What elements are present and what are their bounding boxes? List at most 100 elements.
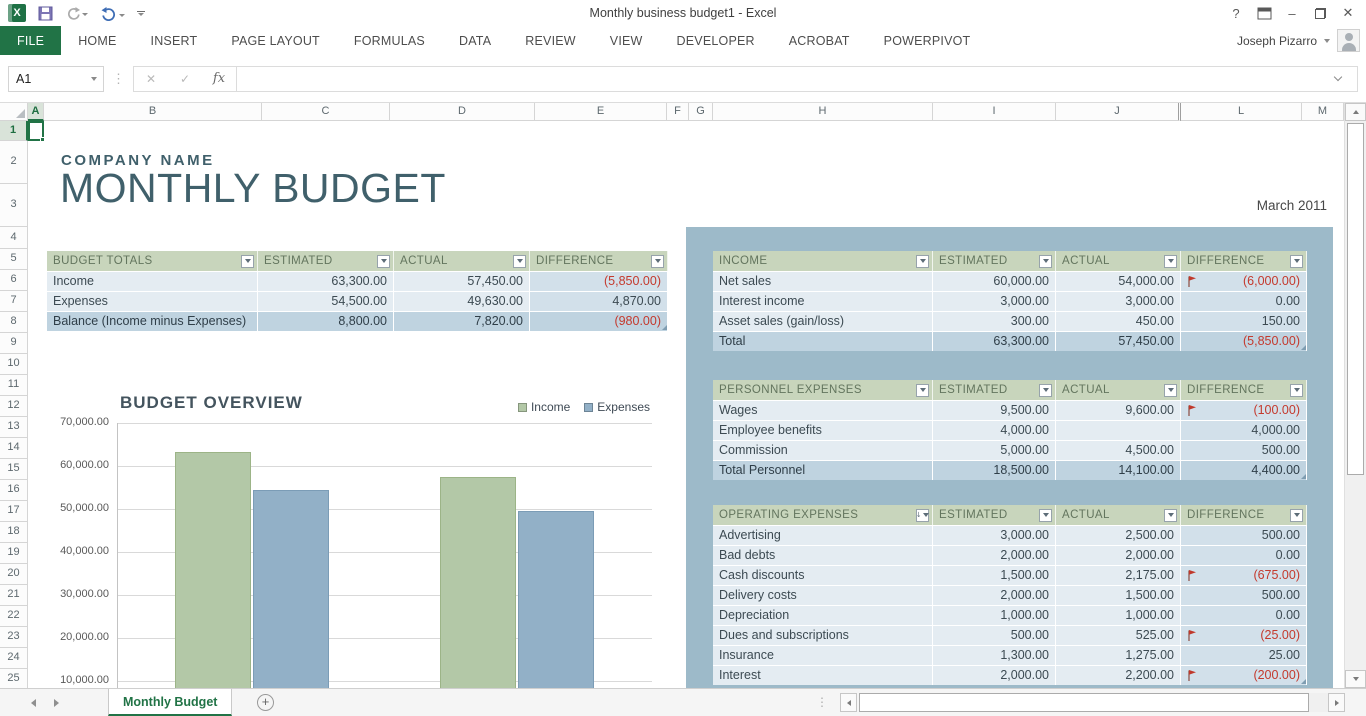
column-header-g[interactable]: G xyxy=(689,103,713,121)
cell-estimated[interactable]: 63,300.00 xyxy=(258,272,394,291)
cell-difference[interactable]: 4,000.00 xyxy=(1181,421,1307,440)
redo-dropdown-icon[interactable] xyxy=(82,13,88,16)
row-label[interactable]: Income xyxy=(47,272,258,291)
column-header-i[interactable]: I xyxy=(933,103,1056,121)
row-header-19[interactable]: 19 xyxy=(0,543,28,564)
row-header-13[interactable]: 13 xyxy=(0,417,28,438)
name-box[interactable]: A1 xyxy=(8,65,104,92)
avatar[interactable] xyxy=(1337,29,1360,52)
cell-actual[interactable]: 2,200.00 xyxy=(1056,666,1181,685)
ribbon-tab-developer[interactable]: DEVELOPER xyxy=(676,33,755,48)
close-button[interactable]: ✕ xyxy=(1342,5,1354,20)
cell-actual[interactable]: 7,820.00 xyxy=(394,312,530,331)
account-area[interactable]: Joseph Pizarro xyxy=(1237,26,1366,55)
row-header-8[interactable]: 8 xyxy=(0,312,28,333)
filter-button[interactable] xyxy=(1039,254,1052,268)
cell-estimated[interactable]: 5,000.00 xyxy=(933,441,1056,460)
cell-estimated[interactable]: 54,500.00 xyxy=(258,292,394,311)
column-header-a[interactable]: A xyxy=(28,103,44,121)
row-label[interactable]: Delivery costs xyxy=(713,586,933,605)
cell-difference[interactable]: (200.00) xyxy=(1181,666,1307,685)
filter-button[interactable] xyxy=(916,383,929,397)
filter-button[interactable] xyxy=(651,254,664,268)
save-button[interactable] xyxy=(38,6,53,21)
cell-estimated[interactable]: 8,800.00 xyxy=(258,312,394,331)
new-sheet-button[interactable]: + xyxy=(257,694,274,711)
row-label[interactable]: Total Personnel xyxy=(713,461,933,480)
cell-difference[interactable]: (5,850.00) xyxy=(1181,332,1307,351)
row-header-22[interactable]: 22 xyxy=(0,606,28,627)
cell-difference[interactable]: (100.00) xyxy=(1181,401,1307,420)
row-header-14[interactable]: 14 xyxy=(0,438,28,459)
ribbon-tab-page-layout[interactable]: PAGE LAYOUT xyxy=(231,33,320,48)
name-box-dropdown[interactable] xyxy=(85,76,103,81)
row-header-25[interactable]: 25 xyxy=(0,669,28,690)
cell-estimated[interactable]: 1,300.00 xyxy=(933,646,1056,665)
filter-button[interactable] xyxy=(1290,383,1303,397)
ribbon-tab-data[interactable]: DATA xyxy=(458,33,492,48)
ribbon-display-options-button[interactable] xyxy=(1250,2,1278,24)
sheet-cells[interactable]: COMPANY NAME MONTHLY BUDGET March 2011 B… xyxy=(28,121,1344,688)
column-header-b[interactable]: B xyxy=(44,103,262,121)
column-header-l[interactable]: L xyxy=(1181,103,1302,121)
row-header-5[interactable]: 5 xyxy=(0,249,28,270)
cell-difference[interactable]: (675.00) xyxy=(1181,566,1307,585)
cell-difference[interactable]: 4,400.00 xyxy=(1181,461,1307,480)
row-header-15[interactable]: 15 xyxy=(0,459,28,480)
undo-dropdown-icon[interactable] xyxy=(119,13,125,17)
filter-button[interactable] xyxy=(916,254,929,268)
scroll-up-button[interactable] xyxy=(1345,103,1366,121)
selected-cell-a1[interactable] xyxy=(28,121,45,142)
scroll-down-button[interactable] xyxy=(1345,670,1366,688)
row-header-12[interactable]: 12 xyxy=(0,396,28,417)
cell-difference[interactable]: 0.00 xyxy=(1181,292,1307,311)
cell-estimated[interactable]: 500.00 xyxy=(933,626,1056,645)
ribbon-tab-insert[interactable]: INSERT xyxy=(150,33,198,48)
row-label[interactable]: Insurance xyxy=(713,646,933,665)
ribbon-tab-powerpivot[interactable]: POWERPIVOT xyxy=(883,33,971,48)
cell-actual[interactable]: 57,450.00 xyxy=(394,272,530,291)
ribbon-tab-formulas[interactable]: FORMULAS xyxy=(353,33,425,48)
row-header-18[interactable]: 18 xyxy=(0,522,28,543)
cell-estimated[interactable]: 18,500.00 xyxy=(933,461,1056,480)
next-sheet-button[interactable] xyxy=(54,699,59,707)
row-label[interactable]: Advertising xyxy=(713,526,933,545)
cell-difference[interactable]: 25.00 xyxy=(1181,646,1307,665)
filter-button[interactable] xyxy=(241,254,254,268)
cell-actual[interactable]: 4,500.00 xyxy=(1056,441,1181,460)
cell-actual[interactable]: 3,000.00 xyxy=(1056,292,1181,311)
row-label[interactable]: Net sales xyxy=(713,272,933,291)
redo-button[interactable] xyxy=(65,6,88,20)
row-header-11[interactable]: 11 xyxy=(0,375,28,396)
scroll-left-button[interactable] xyxy=(840,693,857,712)
row-label[interactable]: Expenses xyxy=(47,292,258,311)
row-label[interactable]: Interest income xyxy=(713,292,933,311)
row-header-21[interactable]: 21 xyxy=(0,585,28,606)
excel-app-icon[interactable]: X xyxy=(8,4,26,22)
help-button[interactable]: ? xyxy=(1232,5,1240,21)
row-label[interactable]: Interest xyxy=(713,666,933,685)
cell-actual[interactable]: 1,275.00 xyxy=(1056,646,1181,665)
cell-estimated[interactable]: 3,000.00 xyxy=(933,526,1056,545)
formula-bar-splitter[interactable]: ⋮ xyxy=(112,70,125,86)
cell-estimated[interactable]: 3,000.00 xyxy=(933,292,1056,311)
ribbon-tab-file[interactable]: FILE xyxy=(0,26,62,55)
row-header-4[interactable]: 4 xyxy=(0,227,28,249)
tabbar-splitter[interactable]: ⋮ xyxy=(816,695,828,709)
filter-button[interactable] xyxy=(1164,254,1177,268)
confirm-entry-button[interactable]: ✓ xyxy=(179,71,191,86)
cell-difference[interactable]: (5,850.00) xyxy=(530,272,668,291)
row-label[interactable]: Bad debts xyxy=(713,546,933,565)
row-label[interactable]: Depreciation xyxy=(713,606,933,625)
cell-estimated[interactable]: 60,000.00 xyxy=(933,272,1056,291)
column-header-d[interactable]: D xyxy=(390,103,535,121)
ribbon-tab-home[interactable]: HOME xyxy=(78,33,117,48)
row-header-23[interactable]: 23 xyxy=(0,627,28,648)
restore-button[interactable] xyxy=(1306,2,1334,24)
vertical-scroll-thumb[interactable] xyxy=(1347,123,1364,475)
row-header-3[interactable]: 3 xyxy=(0,184,28,227)
filter-button[interactable] xyxy=(1290,508,1303,522)
row-header-17[interactable]: 17 xyxy=(0,501,28,522)
cell-difference[interactable]: 500.00 xyxy=(1181,441,1307,460)
customize-qat-button[interactable] xyxy=(137,10,145,16)
